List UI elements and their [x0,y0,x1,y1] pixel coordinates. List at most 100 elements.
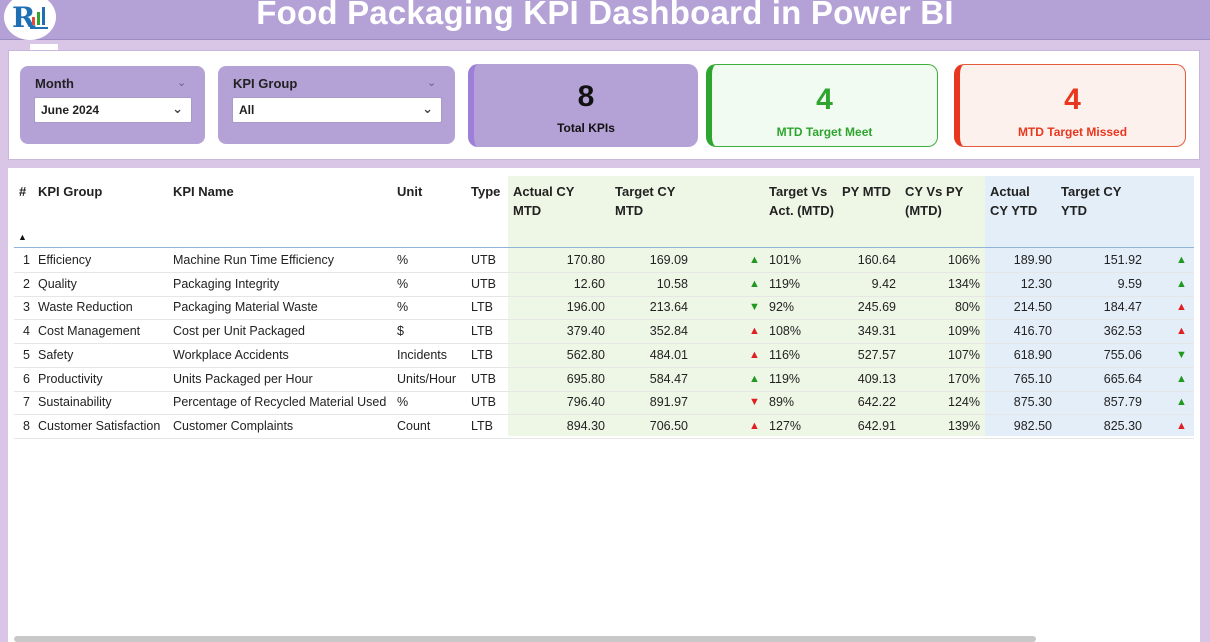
type-cell: UTB [471,276,496,291]
kpi-name-cell: Customer Complaints [173,418,294,433]
row-number: 5 [23,347,30,362]
column-header-actual-cy-ytd[interactable]: Actual CY YTD [990,184,1038,218]
target-cy-mtd-cell: 484.01 [649,347,688,362]
target-vs-actual-cell: 116% [769,347,801,362]
target-vs-actual-cell: 92% [769,300,795,315]
arrow-up-icon: ▲ [749,325,760,338]
arrow-down-icon: ▼ [749,396,760,409]
horizontal-scrollbar[interactable] [14,636,1036,642]
cy-vs-py-cell: 106% [948,253,980,267]
target-vs-actual-cell: 89% [769,395,795,410]
chevron-down-icon: ⌄ [422,101,433,116]
column-header-py-mtd[interactable]: PY MTD [842,184,891,199]
chevron-down-icon: ⌄ [172,101,183,116]
actual-cy-mtd-cell: 12.60 [573,276,605,291]
unit-cell: % [397,253,409,267]
ytd-columns-background [985,176,1194,436]
actual-cy-mtd-cell: 170.80 [566,253,605,267]
column-header-kpi-group[interactable]: KPI Group [38,184,103,199]
month-dropdown[interactable]: June 2024 ⌄ [34,97,192,123]
target-vs-actual-cell: 127% [769,418,801,433]
row-number: 3 [23,300,30,315]
actual-cy-ytd-cell: 416.70 [1013,324,1052,339]
page-title: Food Packaging KPI Dashboard in Power BI [256,0,954,31]
py-mtd-cell: 245.69 [857,300,896,315]
target-cy-mtd-cell: 584.47 [649,371,688,386]
actual-cy-mtd-cell: 796.40 [566,395,605,410]
kpi-name-cell: Units Packaged per Hour [173,371,313,386]
cy-vs-py-cell: 134% [948,276,980,291]
py-mtd-cell: 160.64 [857,253,896,267]
target-missed-caption: MTD Target Missed [1017,125,1128,139]
kpi-group-cell: Waste Reduction [38,300,133,315]
column-header-cy-vs-py[interactable]: CY Vs PY (MTD) [905,184,964,218]
month-slicer: Month ⌄ June 2024 ⌄ [20,66,205,144]
target-cy-ytd-cell: 825.30 [1103,418,1142,433]
chevron-down-icon[interactable]: ⌄ [427,77,437,89]
column-header-type[interactable]: Type [471,184,501,199]
actual-cy-mtd-cell: 894.30 [566,418,605,433]
arrow-down-icon: ▼ [749,301,760,314]
table-row[interactable]: 4 Cost Management Cost per Unit Packaged $ L… [14,320,1194,345]
row-number: 6 [23,371,30,386]
table-row[interactable]: 2 Quality Packaging Integrity% UTB 12.60 10.5… [14,273,1194,297]
kpi-group-cell: Efficiency [38,253,92,267]
target-cy-ytd-cell: 665.64 [1103,371,1142,386]
target-cy-ytd-cell: 184.47 [1103,300,1142,315]
arrow-up-icon: ▲ [749,348,760,361]
type-cell: UTB [471,395,496,410]
unit-cell: Units/Hour [397,371,457,386]
table-row[interactable]: 1 Efficiency Machine Run Time Efficiency% U… [14,249,1194,273]
kpi-name-cell: Packaging Integrity [173,276,280,291]
target-missed-card: 4 MTD Target Missed [954,64,1186,147]
actual-cy-mtd-cell: 379.40 [566,324,605,339]
header-divider [14,247,1194,248]
arrow-up-icon: ▲ [1176,325,1187,338]
table-row[interactable]: 6 Productivity Units Packaged per Hour Unit… [14,368,1194,392]
unit-cell: Count [397,418,431,433]
column-header-actual-cy-mtd[interactable]: Actual CY MTD [513,184,575,218]
arrow-up-icon: ▲ [749,419,760,432]
chevron-down-icon[interactable]: ⌄ [177,77,187,89]
arrow-up-icon: ▲ [1176,301,1187,314]
column-header-target-vs-actual[interactable]: Target Vs Act. (MTD) [769,184,834,218]
column-header-kpi-name[interactable]: KPI Name [173,184,234,199]
actual-cy-mtd-cell: 562.80 [566,347,605,362]
table-row[interactable]: 5 Safety Workplace Accidents Incidents LTB 56… [14,344,1194,368]
py-mtd-cell: 349.31 [857,324,896,339]
column-header-target-cy-mtd[interactable]: Target CY MTD [615,184,676,218]
column-header-number[interactable]: # [19,184,27,199]
target-cy-ytd-cell: 151.92 [1103,253,1142,267]
column-header-target-cy-ytd[interactable]: Target CY YTD [1061,184,1122,218]
total-kpis-caption: Total KPIs [557,121,615,135]
type-cell: LTB [471,324,493,339]
table-row[interactable]: 7 Sustainability Percentage of Recycled Ma… [14,391,1194,416]
kpi-group-dropdown[interactable]: All ⌄ [232,97,442,123]
target-vs-actual-cell: 119% [769,371,801,386]
row-number: 1 [23,253,30,267]
py-mtd-cell: 409.13 [857,371,896,386]
table-row[interactable]: 3 Waste Reduction Packaging Material Waste… [14,296,1194,321]
kpi-group-slicer: KPI Group ⌄ All ⌄ [218,66,455,144]
column-header-unit[interactable]: Unit [397,184,423,199]
target-missed-value: 4 [1064,83,1081,116]
target-cy-mtd-cell: 706.50 [649,418,688,433]
py-mtd-cell: 527.57 [857,347,896,362]
actual-cy-mtd-cell: 196.00 [566,300,605,315]
py-mtd-cell: 642.91 [857,418,896,433]
actual-cy-ytd-cell: 765.10 [1013,371,1052,386]
type-cell: LTB [471,418,493,433]
table-row[interactable]: 8 Customer Satisfaction Customer Complaint… [14,415,1194,439]
company-logo: R [4,0,56,40]
target-meet-caption: MTD Target Meet [776,125,873,139]
actual-cy-ytd-cell: 982.50 [1013,418,1052,433]
row-number: 8 [23,418,30,433]
sort-ascending-icon[interactable]: ▲ [18,232,27,242]
actual-cy-mtd-cell: 695.80 [566,371,605,386]
kpi-group-cell: Cost Management [38,324,141,339]
title-bar: R Food Packaging KPI Dashboard in Power … [0,0,1210,40]
total-kpis-value: 8 [577,80,595,113]
total-kpis-card: 8 Total KPIs [468,64,698,147]
actual-cy-ytd-cell: 875.30 [1013,395,1052,410]
arrow-up-icon: ▲ [749,277,760,290]
